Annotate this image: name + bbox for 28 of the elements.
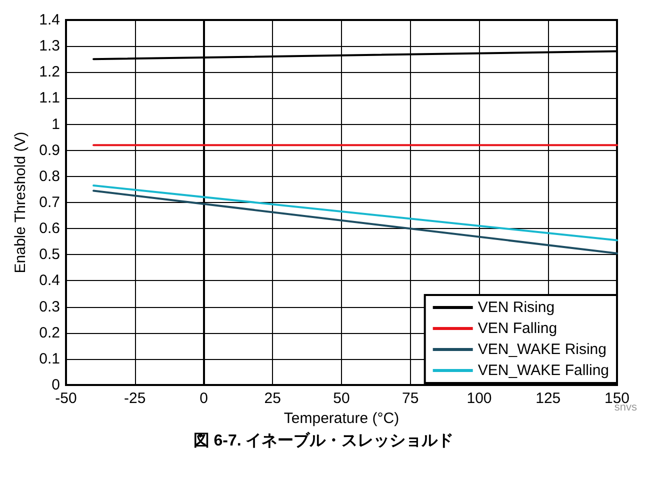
text: 図 6-7. イネーブル・スレッショルド xyxy=(193,432,454,450)
y-tick-label: 0.1 xyxy=(39,350,60,368)
y-tick-label: 0.5 xyxy=(39,246,60,264)
y-tick-label: 0.8 xyxy=(39,168,60,185)
y-tick-label: 0.6 xyxy=(39,220,60,238)
x-tick-label: 25 xyxy=(264,390,281,407)
y-tick-label: 0.7 xyxy=(39,194,60,211)
legend-label: VEN Rising xyxy=(478,299,555,316)
y-tick-label: 0.3 xyxy=(39,298,60,316)
y-tick-label: 1.4 xyxy=(39,12,60,28)
legend-label: VEN Falling xyxy=(478,320,558,337)
y-tick-label: 1.1 xyxy=(39,90,60,107)
y-tick-label: 1.2 xyxy=(39,64,60,81)
x-tick-label: -25 xyxy=(124,390,146,407)
y-tick-label: 1 xyxy=(52,116,60,133)
x-tick-label: 50 xyxy=(333,390,350,407)
x-axis-title: Temperature (°C) xyxy=(284,410,400,427)
y-axis-title: Enable Threshold (V) xyxy=(12,132,30,274)
y-tick-label: 0.4 xyxy=(39,272,60,290)
y-tick-label: 0.2 xyxy=(39,324,60,342)
x-tick-label: 75 xyxy=(402,390,419,407)
x-tick-label: 100 xyxy=(466,390,492,407)
x-tick-label: 125 xyxy=(536,390,561,407)
x-tick-label: 0 xyxy=(200,390,208,407)
y-tick-label: 0.9 xyxy=(39,142,60,159)
legend-label: VEN_WAKE Rising xyxy=(478,341,606,358)
legend-label: VEN_WAKE Falling xyxy=(478,362,609,379)
y-tick-label: 1.3 xyxy=(39,38,60,55)
